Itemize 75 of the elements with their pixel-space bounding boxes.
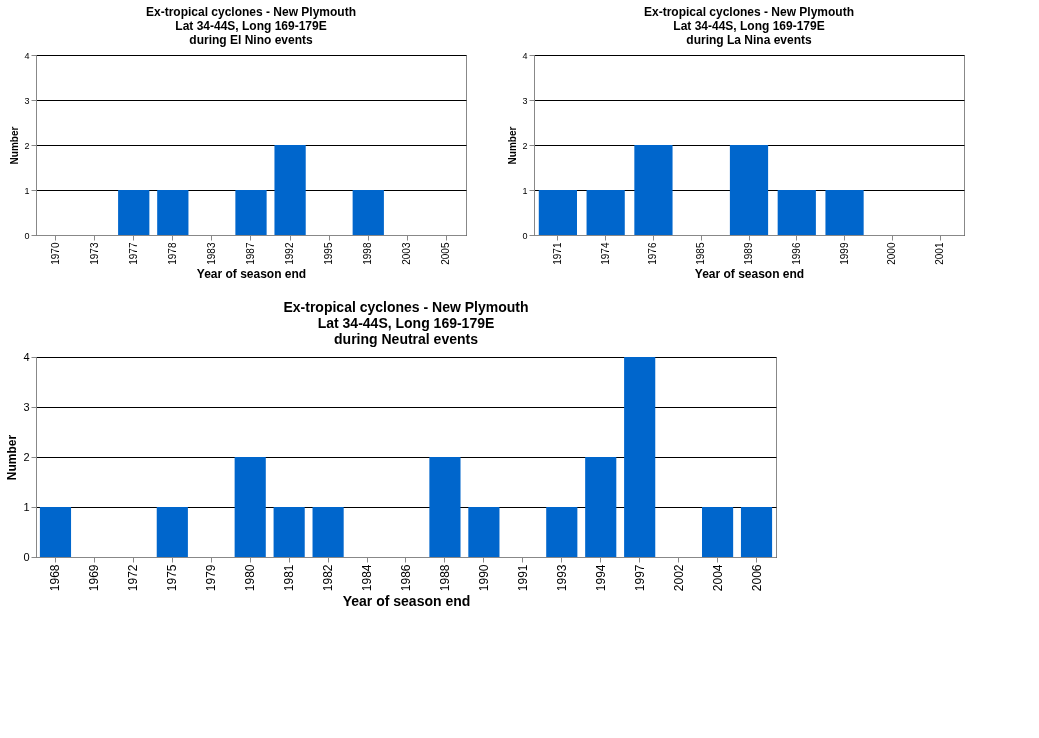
y-tick-label: 0: [23, 550, 30, 563]
y-tick-label: 1: [23, 500, 30, 513]
x-tick-label: 1968: [48, 564, 63, 592]
x-tick-label: 2002: [671, 564, 686, 592]
x-tick-label: 1972: [126, 564, 141, 592]
x-tick-label: 1973: [88, 242, 100, 265]
x-tick-label: 2001: [934, 242, 946, 265]
x-tick-label: 1992: [284, 242, 296, 265]
x-tick-label: 1996: [790, 242, 802, 265]
x-tick-label: 1975: [165, 564, 180, 592]
x-tick-label: 1991: [515, 564, 530, 592]
bar: [624, 357, 656, 557]
y-tick-label: 0: [24, 230, 30, 241]
x-tick-label: 2004: [710, 564, 725, 592]
x-tick-label: 2003: [401, 242, 413, 265]
x-tick-label: 1981: [282, 564, 297, 592]
chart-title: Ex-tropical cyclones - New Plymouth Lat 34-44S, Long 169-179E during La Nina events: [643, 5, 855, 47]
bar: [429, 457, 461, 557]
x-tick-label: 1985: [695, 242, 707, 265]
chart-title: Ex-tropical cyclones - New Plymouth Lat 34-44S, Long 169-179E during El Nino events: [145, 5, 357, 47]
bar: [39, 507, 72, 557]
x-tick-label: 1993: [554, 564, 569, 592]
x-tick-label: 2000: [886, 242, 898, 265]
x-tick-label: 1971: [551, 242, 563, 265]
x-tick-label: 1999: [838, 242, 850, 265]
x-tick-label: 1969: [87, 564, 102, 592]
y-tick-label: 2: [24, 140, 30, 151]
y-tick-label: 4: [522, 50, 528, 61]
bar: [546, 507, 578, 557]
y-axis-title: Number: [507, 126, 519, 165]
y-axis-title: Number: [9, 126, 21, 165]
y-tick-label: 1: [24, 185, 30, 196]
y-tick-label: 2: [522, 140, 528, 151]
y-axis-title: Number: [5, 434, 20, 481]
bar: [156, 507, 188, 557]
x-tick-label: 1989: [743, 242, 754, 265]
y-tick-label: 1: [522, 185, 528, 196]
x-axis-title: Year of season end: [196, 266, 307, 281]
bar: [312, 507, 344, 557]
x-tick-label: 1988: [437, 564, 452, 592]
bar: [740, 507, 773, 557]
x-tick-label: 1978: [166, 242, 178, 265]
x-tick-label: 1984: [360, 564, 375, 592]
y-tick-label: 2: [23, 450, 30, 463]
bar: [273, 507, 305, 557]
y-tick-label: 0: [522, 230, 528, 241]
x-tick-label: 1976: [647, 242, 659, 265]
y-tick-label: 3: [24, 95, 30, 106]
x-tick-label: 1970: [49, 242, 61, 265]
y-tick-label: 4: [23, 350, 30, 363]
x-tick-label: 1980: [243, 564, 258, 592]
x-tick-label: 1982: [321, 564, 336, 592]
bar: [234, 457, 266, 557]
x-tick-label: 1979: [204, 564, 219, 592]
x-tick-label: 1997: [632, 564, 647, 592]
y-tick-label: 3: [23, 400, 30, 413]
x-tick-label: 2005: [440, 242, 452, 265]
x-tick-label: 1994: [593, 564, 608, 592]
x-axis-title: Year of season end: [694, 266, 805, 281]
x-tick-label: 1983: [205, 242, 217, 265]
x-tick-label: 1987: [245, 242, 256, 265]
y-tick-label: 3: [522, 95, 528, 106]
bar: [702, 507, 734, 557]
x-tick-label: 2006: [749, 564, 764, 592]
bar: [468, 507, 500, 557]
x-tick-label: 1998: [362, 242, 374, 265]
x-tick-label: 1974: [599, 242, 611, 265]
x-tick-label: 1990: [476, 564, 491, 592]
bar: [585, 457, 617, 557]
x-tick-label: 1977: [127, 242, 139, 265]
chart-title: Ex-tropical cyclones - New Plymouth Lat 34-44S, Long 169-179E during Neutral events: [283, 299, 529, 347]
x-axis-title: Year of season end: [342, 593, 471, 610]
y-tick-label: 4: [24, 50, 30, 61]
x-tick-label: 1995: [323, 242, 335, 265]
x-tick-label: 1986: [399, 564, 413, 592]
